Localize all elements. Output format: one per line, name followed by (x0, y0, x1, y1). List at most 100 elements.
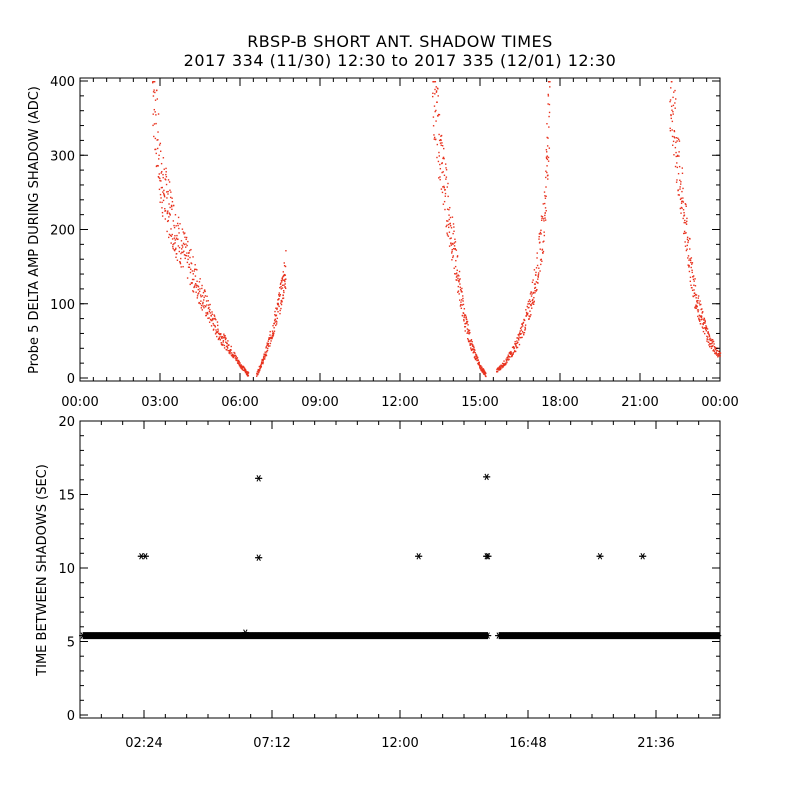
delta-amp-point (689, 259, 692, 262)
delta-amp-point (155, 152, 157, 155)
delta-amp-point (447, 235, 450, 237)
delta-amp-point (173, 243, 175, 245)
delta-amp-point (200, 300, 202, 302)
delta-amp-point (181, 244, 183, 247)
delta-amp-point (269, 330, 271, 333)
delta-amp-point (282, 271, 285, 273)
delta-amp-point (208, 304, 210, 306)
delta-amp-point (535, 281, 538, 283)
delta-amp-point (690, 284, 692, 286)
delta-amp-point (175, 225, 177, 227)
delta-amp-point (463, 316, 465, 319)
delta-amp-point (705, 330, 707, 332)
delta-amp-point (686, 248, 688, 250)
delta-amp-point (214, 333, 217, 335)
delta-amp-point (187, 266, 190, 268)
delta-amp-point (715, 350, 718, 352)
delta-amp-point (702, 311, 704, 313)
bottom-x-ticks: 02:24 07:12 12:00 16:48 21:36 (79, 421, 721, 751)
delta-amp-point (532, 301, 534, 304)
delta-amp-point (528, 318, 530, 320)
delta-amp-point (168, 181, 171, 183)
delta-amp-point (516, 337, 518, 339)
delta-amp-point (179, 261, 181, 263)
delta-amp-point (678, 155, 680, 157)
delta-amp-point (537, 276, 539, 278)
delta-amp-point (461, 291, 463, 293)
delta-amp-point (187, 258, 189, 261)
delta-amp-point (516, 340, 518, 342)
delta-amp-point (169, 206, 171, 209)
delta-amp-point (194, 264, 196, 266)
delta-amp-point (536, 252, 538, 254)
delta-amp-point (188, 266, 191, 269)
delta-amp-point (273, 327, 275, 329)
delta-amp-point (437, 113, 440, 116)
delta-amp-point (223, 344, 226, 347)
delta-amp-point (222, 337, 225, 339)
delta-amp-point (180, 240, 183, 242)
delta-amp-point (676, 140, 678, 142)
delta-amp-point (533, 300, 535, 303)
delta-amp-point (683, 221, 685, 224)
x-tick-label: 06:00 (221, 395, 258, 410)
delta-amp-point (197, 293, 199, 295)
delta-amp-point (216, 331, 218, 334)
delta-amp-point (220, 335, 222, 338)
delta-amp-point (270, 340, 272, 342)
delta-amp-point (447, 182, 449, 185)
delta-amp-point (469, 331, 471, 334)
delta-amp-point (681, 200, 683, 203)
delta-amp-point (685, 203, 687, 206)
delta-amp-point (177, 216, 180, 219)
delta-amp-point (452, 255, 455, 257)
delta-amp-point (262, 358, 265, 360)
delta-amp-point (525, 315, 528, 317)
delta-amp-point (464, 326, 466, 328)
delta-amp-point (541, 260, 543, 262)
delta-amp-point (701, 318, 703, 320)
delta-amp-point (482, 368, 485, 371)
delta-amp-point (168, 233, 171, 236)
delta-amp-point (453, 242, 456, 244)
delta-amp-point (547, 160, 550, 162)
delta-amp-point (171, 200, 174, 203)
delta-amp-point (511, 355, 514, 357)
delta-amp-point (501, 366, 504, 368)
delta-amp-point (158, 176, 160, 179)
delta-amp-point (259, 368, 261, 370)
delta-amp-point (260, 364, 262, 366)
delta-amp-point (468, 329, 471, 332)
delta-amp-point (707, 341, 710, 343)
delta-amp-point (536, 288, 538, 291)
delta-amp-point (185, 246, 187, 248)
delta-amp-point (682, 197, 684, 199)
delta-amp-point (710, 343, 712, 345)
delta-amp-point (545, 195, 547, 197)
delta-amp-point (209, 312, 212, 314)
delta-amp-point (548, 147, 551, 149)
bottom-panel-points (79, 473, 722, 640)
delta-amp-point (544, 219, 547, 221)
delta-amp-point (466, 332, 468, 334)
delta-amp-point (444, 163, 447, 165)
delta-amp-point (154, 137, 157, 140)
delta-amp-point (463, 320, 465, 322)
delta-amp-point (275, 323, 278, 325)
delta-amp-point (708, 338, 710, 341)
delta-amp-point (464, 323, 466, 325)
delta-amp-point (446, 224, 448, 227)
delta-amp-point (449, 216, 452, 219)
delta-amp-point (237, 362, 240, 365)
delta-amp-point (691, 271, 693, 274)
delta-amp-point (546, 136, 548, 139)
delta-amp-point (281, 281, 283, 283)
delta-amp-point (545, 176, 547, 179)
delta-amp-point (267, 344, 269, 346)
delta-amp-point (218, 337, 221, 340)
delta-amp-point (439, 178, 441, 181)
delta-amp-point (245, 370, 248, 373)
delta-amp-point (531, 299, 533, 302)
delta-amp-point (472, 349, 475, 351)
delta-amp-point (157, 139, 159, 141)
